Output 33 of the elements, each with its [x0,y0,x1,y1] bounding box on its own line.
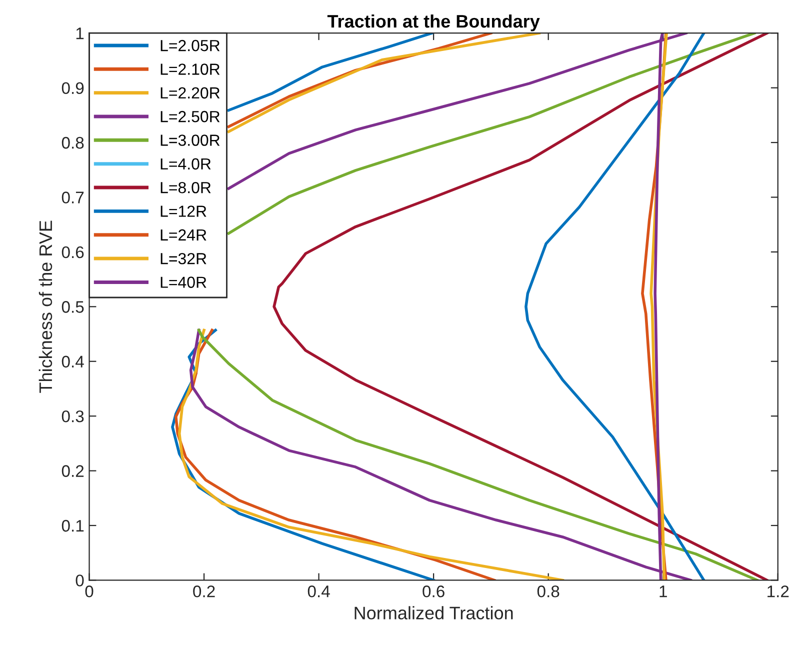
legend-label: L=40R [160,276,206,288]
y-tick-label: 0.3 [62,410,84,422]
legend-label: L=2.05R [160,40,220,52]
y-tick-label: 0.5 [62,301,84,313]
y-tick-label: 0.7 [62,192,84,204]
y-tick-label: 0.1 [62,520,84,532]
x-tick-label: 0 [85,586,94,598]
legend-label: L=8.0R [160,182,211,194]
legend-label: L=2.10R [160,64,220,75]
chart-title: Traction at the Boundary [327,14,540,32]
x-tick-label: 1 [660,586,667,598]
legend-label: L=32R [160,252,206,264]
y-tick-label: 0.8 [62,136,84,149]
y-tick-label: 0 [76,574,84,586]
legend-label: L=4.0R [160,158,211,170]
legend-label: L=24R [160,229,206,240]
x-axis-title: Normalized Traction [354,606,513,620]
x-tick-label: 0.2 [193,586,215,598]
y-tick-label: 0.6 [62,246,84,258]
legend-label: L=3.00R [160,134,220,146]
y-tick-label: 0.2 [62,465,84,477]
x-tick-label: 0.8 [537,586,560,598]
y-axis-title: Thickness of the RVE [38,220,52,393]
legend-label: L=2.50R [160,110,220,122]
x-tick-label: 1.2 [768,586,789,598]
x-tick-label: 0.6 [422,586,444,598]
legend-label: L=12R [160,206,206,217]
line-series [524,33,706,580]
y-tick-label: 0.4 [62,356,84,368]
y-tick-label: 0.9 [62,82,84,94]
y-tick-label: 1 [76,28,84,40]
x-tick-label: 0.4 [308,586,330,598]
legend-label: L=2.20R [160,87,220,99]
